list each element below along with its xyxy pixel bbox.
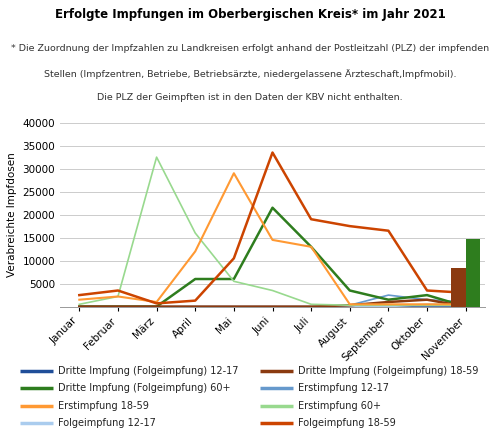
Text: Erfolgte Impfungen im Oberbergischen Kreis* im Jahr 2021: Erfolgte Impfungen im Oberbergischen Kre… bbox=[54, 7, 446, 21]
Text: Erstimpfung 18-59: Erstimpfung 18-59 bbox=[58, 401, 149, 411]
Text: Erstimpfung 12-17: Erstimpfung 12-17 bbox=[298, 383, 389, 393]
Text: Die PLZ der Geimpften ist in den Daten der KBV nicht enthalten.: Die PLZ der Geimpften ist in den Daten d… bbox=[97, 93, 403, 102]
Text: Folgeimpfung 12-17: Folgeimpfung 12-17 bbox=[58, 418, 156, 428]
Text: Stellen (Impfzentren, Betriebe, Betriebsärzte, niedergelassene Ärzteschaft,Impfm: Stellen (Impfzentren, Betriebe, Betriebs… bbox=[44, 70, 456, 79]
Bar bbox=[466, 239, 480, 307]
Text: Folgeimpfung 18-59: Folgeimpfung 18-59 bbox=[298, 418, 396, 428]
Text: Dritte Impfung (Folgeimpfung) 18-59: Dritte Impfung (Folgeimpfung) 18-59 bbox=[298, 366, 478, 376]
Text: Dritte Impfung (Folgeimpfung) 12-17: Dritte Impfung (Folgeimpfung) 12-17 bbox=[58, 366, 238, 376]
Bar bbox=[451, 268, 466, 307]
Text: * Die Zuordnung der Impfzahlen zu Landkreisen erfolgt anhand der Postleitzahl (P: * Die Zuordnung der Impfzahlen zu Landkr… bbox=[11, 44, 489, 53]
Text: Erstimpfung 60+: Erstimpfung 60+ bbox=[298, 401, 381, 411]
Text: Dritte Impfung (Folgeimpfung) 60+: Dritte Impfung (Folgeimpfung) 60+ bbox=[58, 383, 231, 393]
Y-axis label: Verabreichte Impfdosen: Verabreichte Impfdosen bbox=[7, 152, 17, 277]
